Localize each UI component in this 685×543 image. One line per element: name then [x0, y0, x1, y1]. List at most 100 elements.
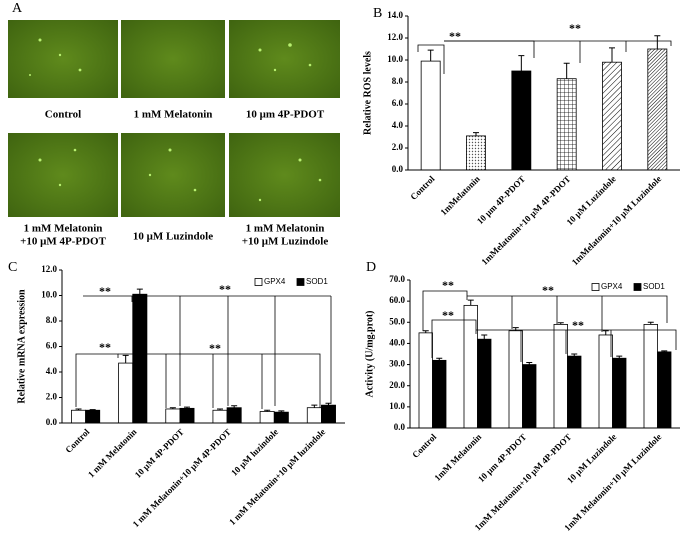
bar [273, 411, 289, 424]
bar [477, 338, 492, 429]
error-bar [217, 408, 224, 411]
significance-mark: ** [572, 318, 584, 332]
y-tick-label: 6.0 [46, 341, 58, 351]
legend-swatch [254, 278, 263, 286]
micrograph [121, 20, 225, 98]
significance-mark: ** [542, 283, 554, 297]
axes [407, 16, 680, 171]
bar [85, 409, 101, 424]
x-tick-label: 1mM Melatonin+10 μM Luzindole [562, 432, 663, 533]
micrograph [8, 20, 118, 98]
bar [179, 407, 195, 424]
significance-bracket [444, 40, 535, 58]
error-bar [647, 321, 654, 325]
significance-bracket [467, 295, 668, 323]
significance-bracket [444, 40, 672, 46]
y-tick-label: 0.0 [46, 417, 58, 427]
y-tick-label: 6.0 [392, 98, 404, 108]
bar [306, 407, 322, 424]
micrograph [229, 20, 340, 98]
x-tick-label: 1mM Melatonin+10 μM 4P-PDOT [473, 432, 574, 533]
significance-bracket [417, 44, 445, 74]
y-tick-label: 50.0 [389, 316, 405, 326]
axes [61, 270, 345, 424]
x-tick-label: 1mMelatonin [438, 174, 481, 217]
caption: 1 mM Melatonin [246, 223, 325, 235]
significance-mark: ** [209, 341, 221, 355]
error-bar [89, 409, 96, 411]
bar [259, 411, 275, 424]
bar [643, 323, 658, 429]
error-bar [654, 35, 661, 49]
error-bar [427, 49, 434, 62]
panel-label: A [12, 1, 23, 16]
error-bar [264, 409, 271, 412]
y-tick-label: 4.0 [392, 120, 404, 130]
caption: +10 μM Luzindole [242, 236, 329, 248]
significance-mark: ** [449, 29, 461, 43]
bar [556, 78, 577, 171]
x-tick-label: 1mM Melatonin [432, 432, 483, 483]
x-tick-label: Control [410, 431, 439, 460]
y-axis-title: Relative ROS levels [362, 51, 373, 135]
error-bar [557, 322, 564, 325]
legend-label: SOD1 [643, 282, 665, 291]
bar [118, 362, 134, 424]
significance-mark: ** [442, 308, 454, 322]
y-tick-label: 2.0 [392, 142, 404, 152]
bar [321, 404, 336, 424]
error-bar [518, 55, 525, 71]
y-tick-label: 14.0 [387, 10, 403, 20]
x-tick-label: 1mMelatonin+10 μM Luzindole [570, 174, 664, 268]
bar [432, 359, 447, 429]
caption: 10 μm 4P-PDOT [246, 109, 325, 121]
significance-mark: ** [99, 284, 111, 298]
y-tick-label: 60.0 [389, 295, 405, 305]
x-tick-label: 1 mM Melatonin [86, 427, 139, 480]
error-bar [602, 330, 609, 335]
y-tick-label: 10.0 [41, 290, 57, 300]
bar [420, 60, 441, 171]
y-tick-label: 70.0 [389, 274, 405, 284]
error-bar [526, 361, 533, 365]
y-tick-label: 40.0 [389, 337, 405, 347]
error-bar [183, 406, 190, 409]
y-tick-label: 2.0 [46, 392, 58, 402]
error-bar [481, 334, 488, 340]
caption: Control [45, 109, 81, 121]
bar [612, 357, 627, 429]
fluorescent-spots [29, 38, 322, 202]
y-tick-label: 8.0 [46, 315, 58, 325]
error-bar [571, 353, 578, 357]
error-bar [325, 402, 332, 406]
micrograph [229, 133, 340, 217]
y-tick-label: 10.0 [389, 401, 405, 411]
panel-label: D [366, 260, 376, 275]
y-tick-label: 10.0 [387, 54, 403, 64]
bar [657, 351, 672, 429]
error-bar [278, 410, 285, 413]
bar [647, 48, 668, 171]
error-bar [75, 408, 82, 411]
y-tick-label: 20.0 [389, 380, 405, 390]
significance-mark: ** [442, 278, 454, 292]
micrograph [8, 133, 118, 217]
significance-mark: ** [569, 21, 581, 35]
legend-swatch [296, 278, 305, 286]
bar [226, 407, 242, 424]
chart: D Activity (U/mg.prot) 0.0 10.0 20.0 30.0 40.0… [364, 260, 680, 533]
error-bar [661, 350, 668, 352]
x-tick-label: 10 μM luzindole [229, 427, 280, 478]
x-tick-label: 10 μm 4P-PDOT [475, 174, 527, 226]
micrographs: A [8, 1, 340, 217]
x-tick-label: 10 μM 4P-PDOT [133, 427, 186, 480]
error-bar [473, 132, 479, 136]
bar [522, 364, 537, 429]
error-bar [231, 405, 238, 408]
bar [418, 332, 433, 429]
bar [567, 355, 582, 429]
y-tick-label: 4.0 [46, 366, 58, 376]
x-tick-label: Control [63, 426, 92, 455]
x-tick-label: Control [408, 173, 437, 202]
